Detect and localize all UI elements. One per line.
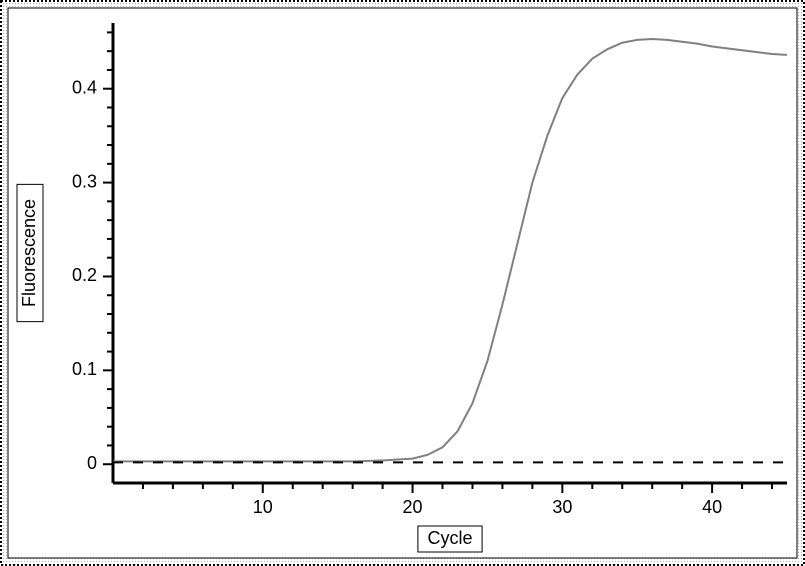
axis-label-box: Cycle <box>418 526 482 552</box>
x-tick-label: 20 <box>403 497 423 517</box>
y-tick-label: 0.3 <box>72 171 97 191</box>
y-tick-label: 0 <box>87 453 97 473</box>
axis-label-text: Fluorescence <box>19 199 39 307</box>
pcr-chart: 0 0.1 0.2 0.3 0.4 10 20 30 40 Cycle Fluorescence <box>0 0 805 566</box>
x-tick-label: 40 <box>702 497 722 517</box>
y-tick-label: 0.4 <box>72 77 97 97</box>
axis-label-box: Fluorescence <box>17 184 43 321</box>
chart-container: 0 0.1 0.2 0.3 0.4 10 20 30 40 Cycle Fluorescence <box>0 0 805 566</box>
y-tick-label: 0.1 <box>72 359 97 379</box>
x-tick-label: 10 <box>253 497 273 517</box>
x-tick-label: 30 <box>552 497 572 517</box>
y-tick-label: 0.2 <box>72 265 97 285</box>
axis-label-text: Cycle <box>427 528 472 548</box>
